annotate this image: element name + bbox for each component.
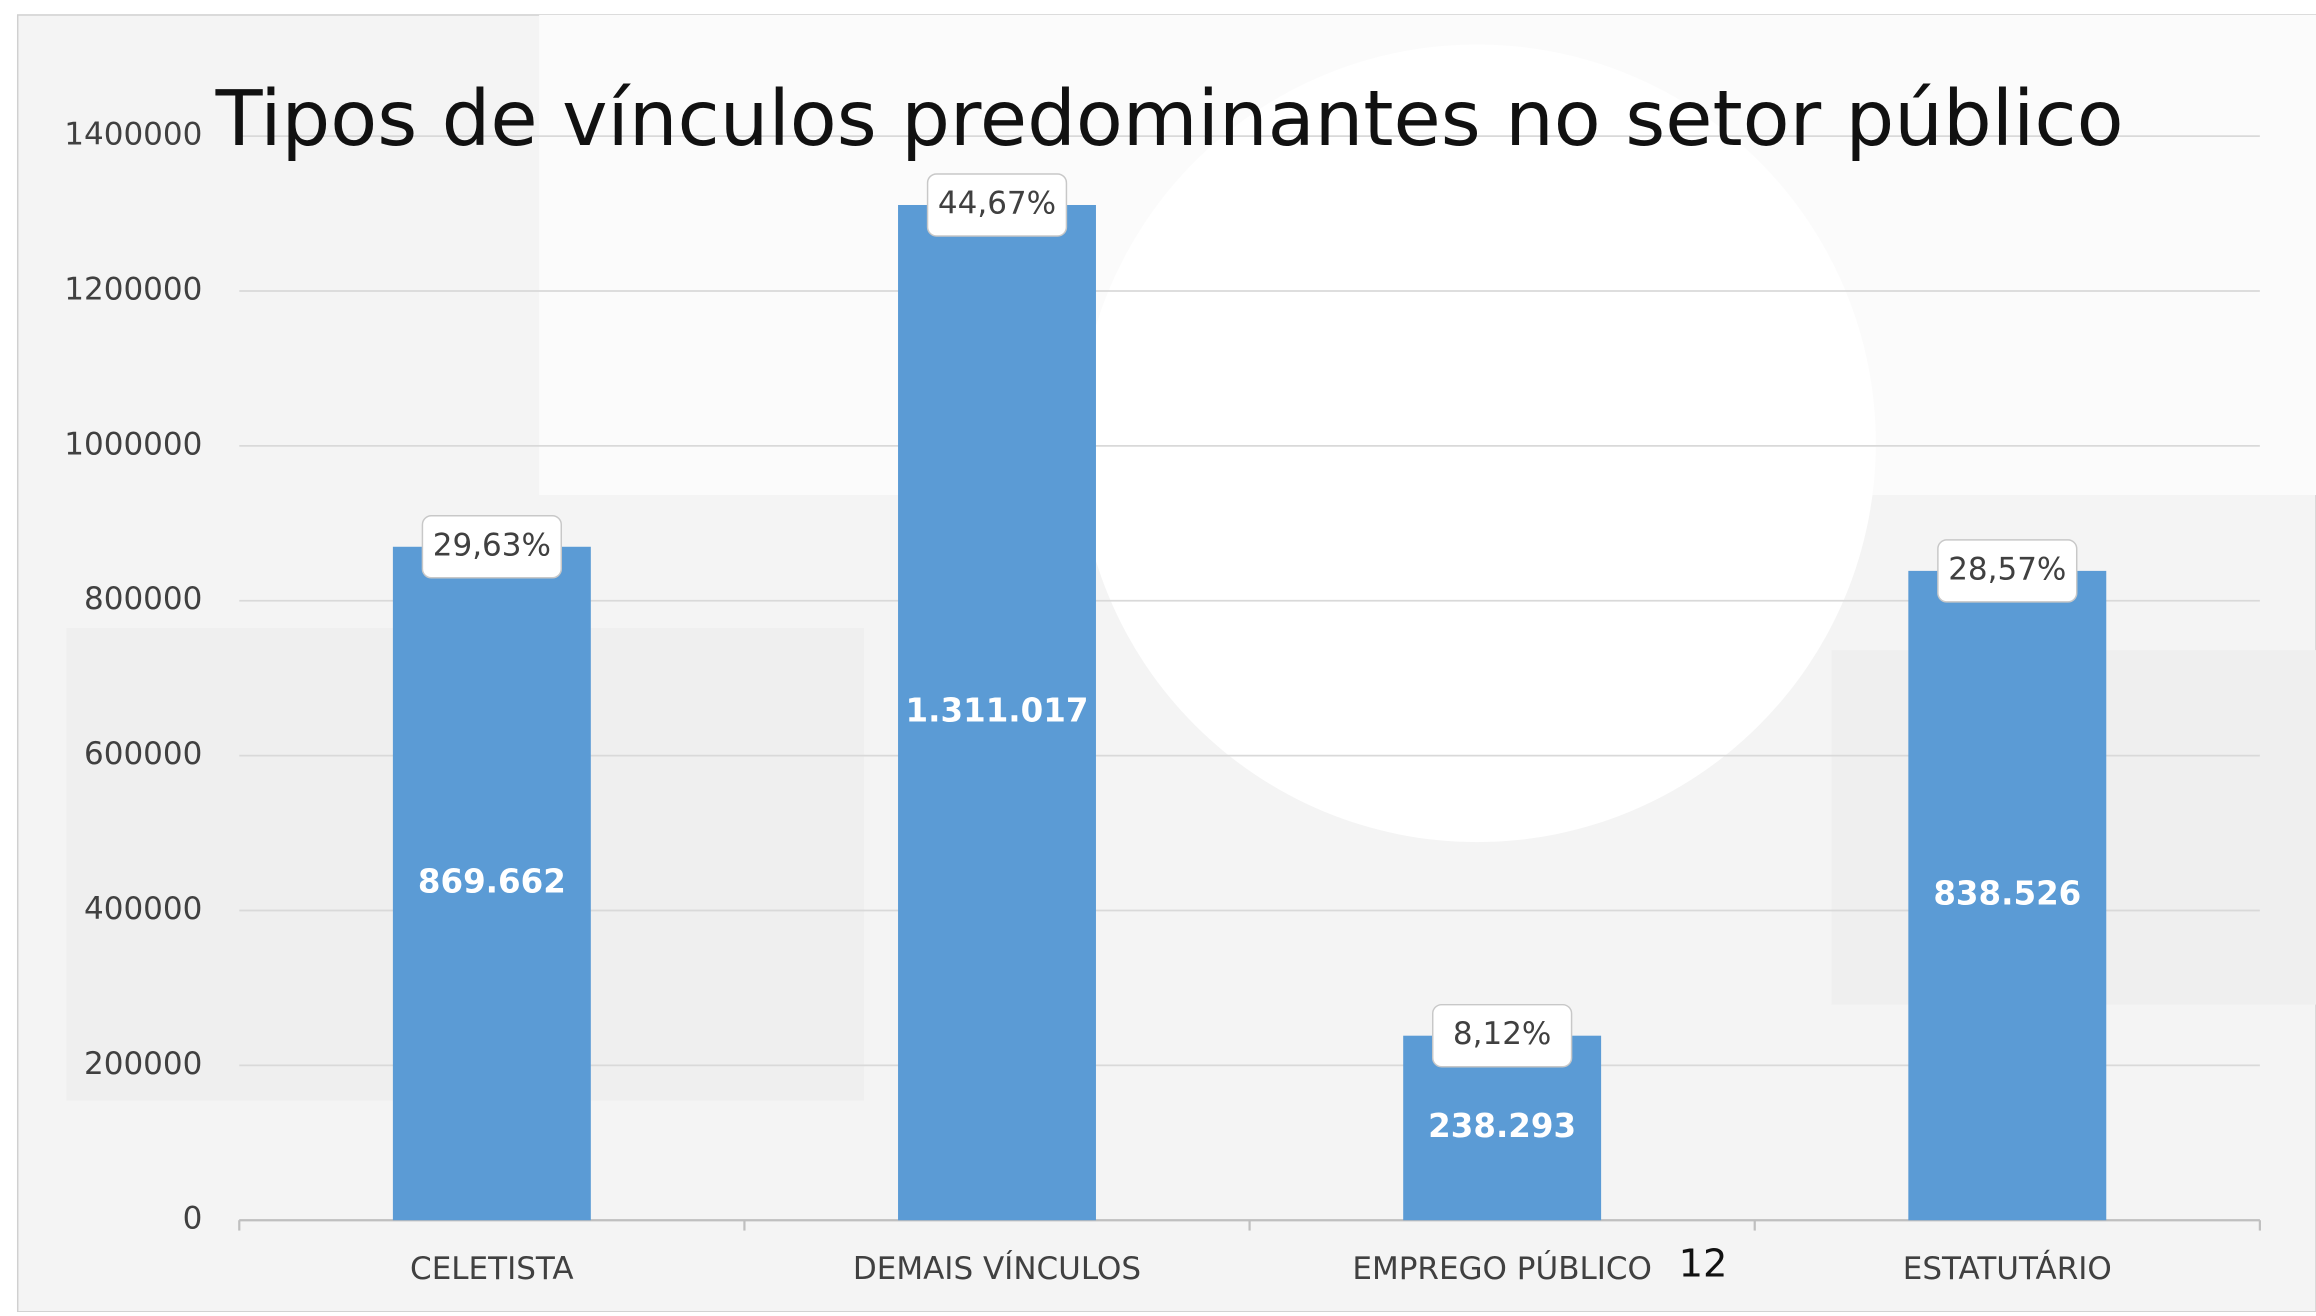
x-tick-label: ESTATUTÁRIO	[1903, 1251, 2112, 1287]
y-tick-label: 200000	[84, 1046, 202, 1082]
page-number: 12	[1679, 1242, 1728, 1287]
percent-label: 8,12%	[1453, 1016, 1551, 1052]
percent-label-box	[1431, 1003, 1573, 1068]
percent-label-box	[926, 173, 1068, 237]
value-label: 838.526	[1933, 875, 2081, 913]
percent-label-box	[421, 515, 563, 579]
y-tick-label: 400000	[84, 891, 202, 927]
x-tick-label: DEMAIS VÍNCULOS	[853, 1251, 1141, 1287]
bar	[898, 204, 1096, 1221]
value-label: 869.662	[418, 863, 566, 901]
percent-label: 29,63%	[433, 527, 551, 563]
bar	[392, 546, 591, 1221]
y-tick-label: 600000	[84, 736, 202, 772]
percent-label-box	[1937, 539, 2078, 603]
value-label: 1.311.017	[906, 692, 1089, 730]
x-tick-label: CELETISTA	[410, 1251, 574, 1287]
x-tick-label: EMPREGO PÚBLICO	[1352, 1250, 1652, 1287]
value-label: 238.293	[1428, 1107, 1576, 1145]
bar	[1908, 570, 2107, 1221]
y-tick-label: 1200000	[64, 271, 202, 307]
decor	[1078, 44, 1876, 843]
y-tick-label: 1400000	[64, 117, 202, 153]
y-tick-label: 0	[183, 1201, 203, 1237]
y-tick-label: 800000	[84, 581, 202, 617]
percent-label: 44,67%	[938, 185, 1056, 221]
y-tick-label: 1000000	[64, 426, 202, 462]
percent-label: 28,57%	[1948, 551, 2066, 587]
chart-title: Tipos de vínculos predominantes no setor…	[215, 75, 2124, 164]
